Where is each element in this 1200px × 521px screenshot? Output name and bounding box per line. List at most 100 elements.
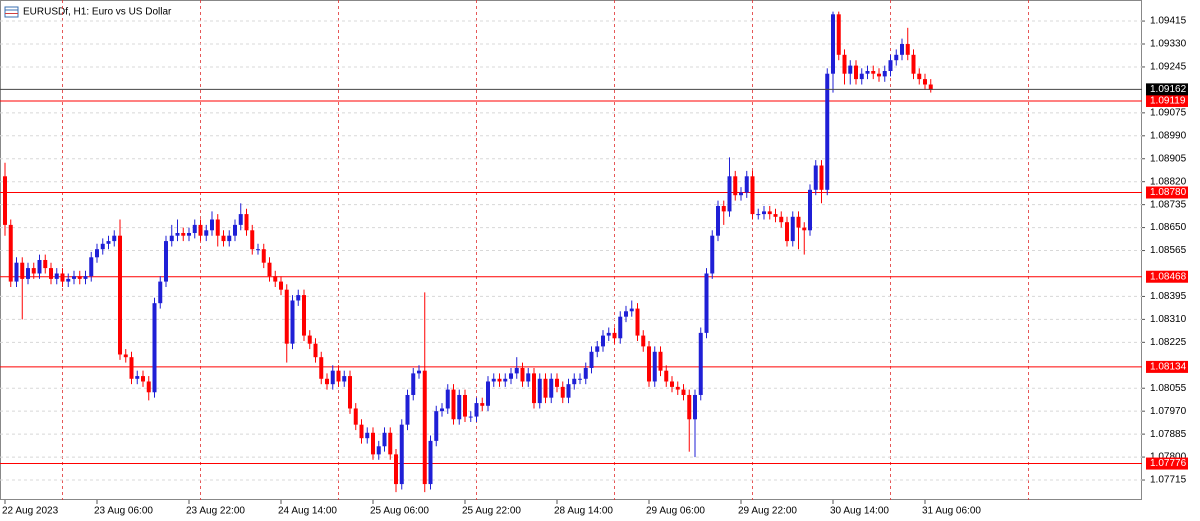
candle-body [428, 440, 433, 485]
plot-frame [0, 0, 1142, 500]
x-tick-label: 29 Aug 06:00 [646, 506, 705, 517]
candle-body [215, 219, 220, 236]
candle-body [319, 357, 324, 379]
candle-body [129, 357, 134, 379]
candle-body [388, 432, 393, 455]
y-tick-label: 1.08055 [1150, 383, 1187, 394]
candle-body [233, 224, 237, 236]
candle-body [118, 235, 122, 355]
candle-body [371, 432, 375, 455]
candle-body [836, 14, 841, 55]
candle-body [681, 389, 686, 395]
candle-body [589, 351, 594, 368]
y-tick-label: 1.08310 [1150, 314, 1187, 325]
candle-body [43, 259, 48, 269]
candle-body [3, 176, 7, 225]
y-tick-label: 1.08650 [1150, 222, 1187, 233]
x-tick-label: 31 Aug 06:00 [922, 506, 981, 517]
candle-body [704, 273, 709, 333]
x-tick-label: 23 Aug 06:00 [94, 506, 153, 517]
candle-body [463, 394, 467, 417]
candle-body [284, 289, 289, 344]
x-tick-label: 29 Aug 22:00 [738, 506, 797, 517]
candle-body [871, 71, 876, 74]
candle-body [629, 308, 634, 312]
candle-body [152, 303, 157, 393]
candle-body [831, 14, 835, 74]
candle-body [877, 73, 881, 77]
candle-body [411, 373, 416, 395]
y-tick-label: 1.09330 [1150, 39, 1187, 50]
y-tick-label: 1.08395 [1150, 291, 1187, 302]
candle-body [135, 376, 140, 379]
candle-body [532, 373, 536, 404]
y-tick-label: 1.08225 [1150, 337, 1187, 348]
candle-body [77, 276, 82, 279]
grid [0, 0, 1142, 500]
candle-body [417, 370, 421, 374]
candle-body [273, 276, 278, 282]
candle-body [566, 384, 571, 398]
candle-body [348, 376, 352, 409]
candle-body [865, 71, 870, 74]
candle-body [14, 262, 19, 282]
candle-body [796, 216, 801, 228]
candle-body [95, 249, 99, 258]
candle-body [106, 241, 111, 244]
candle-body [302, 295, 306, 336]
chart-title: EURUSDf, H1: Euro vs US Dollar [23, 7, 172, 18]
x-tick-label: 25 Aug 06:00 [370, 506, 429, 517]
candle-body [520, 367, 525, 382]
candle-body [756, 214, 761, 216]
candle-body [808, 189, 812, 231]
candle-body [60, 273, 65, 282]
candle-body [664, 370, 669, 382]
y-tick-label: 1.08905 [1150, 153, 1187, 164]
candle-body [279, 281, 283, 290]
y-tick-label: 1.07885 [1150, 429, 1187, 440]
y-tick-label: 1.08820 [1150, 176, 1187, 187]
candle-body [26, 268, 30, 279]
candle-body [894, 54, 899, 61]
candle-body [618, 316, 623, 339]
y-tick-label: 1.07800 [1150, 452, 1187, 463]
level-label: 1.08134 [1150, 362, 1187, 373]
candle-body [710, 235, 715, 274]
candle-body [72, 276, 76, 279]
y-tick-label: 1.08990 [1150, 130, 1187, 141]
candle-body [123, 354, 128, 358]
candle-body [261, 249, 266, 263]
candle-body [744, 176, 749, 193]
candle-body [175, 232, 180, 236]
candle-body [675, 386, 680, 390]
candle-body [658, 351, 663, 371]
candle-body [83, 276, 88, 279]
candle-body [503, 378, 508, 382]
candle-body [89, 257, 94, 277]
candle-body [560, 386, 565, 398]
candle-body [842, 54, 847, 74]
candle-body [66, 278, 71, 282]
candle-body [198, 224, 203, 236]
candle-body [854, 65, 858, 80]
candle-body [779, 216, 784, 223]
x-tick-label: 23 Aug 22:00 [186, 506, 245, 517]
candle-body [20, 262, 25, 279]
candle-body [555, 378, 559, 387]
candle-body [399, 424, 404, 485]
candle-body [313, 343, 318, 358]
candle-body [647, 346, 651, 382]
candle-body [256, 249, 260, 251]
candle-body [382, 432, 387, 447]
candle-body [802, 227, 807, 231]
candle-body [290, 300, 295, 344]
candle-body [37, 259, 42, 274]
level-label-box [1146, 270, 1188, 283]
candle-body [716, 205, 720, 236]
candle-body [882, 71, 887, 77]
candle-body [158, 281, 163, 304]
candle-body [911, 54, 916, 74]
candle-body [773, 214, 778, 217]
candle-body [698, 332, 703, 395]
levels [0, 100, 1142, 465]
